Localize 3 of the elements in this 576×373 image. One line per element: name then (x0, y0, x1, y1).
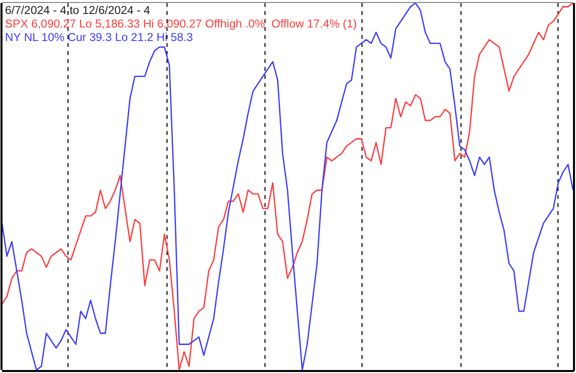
annotation: SPX 6,090.27 Lo 5,186.33 Hi 6,090.27 Offhigh .0% Offlow 17.4% (1) (5, 18, 358, 30)
annotation: NY NL 10% Cur 39.3 Lo 21.2 Hi 58.3 (5, 32, 193, 44)
annotation: 6/7/2024 - 4 to 12/6/2024 - 4 (5, 5, 151, 17)
